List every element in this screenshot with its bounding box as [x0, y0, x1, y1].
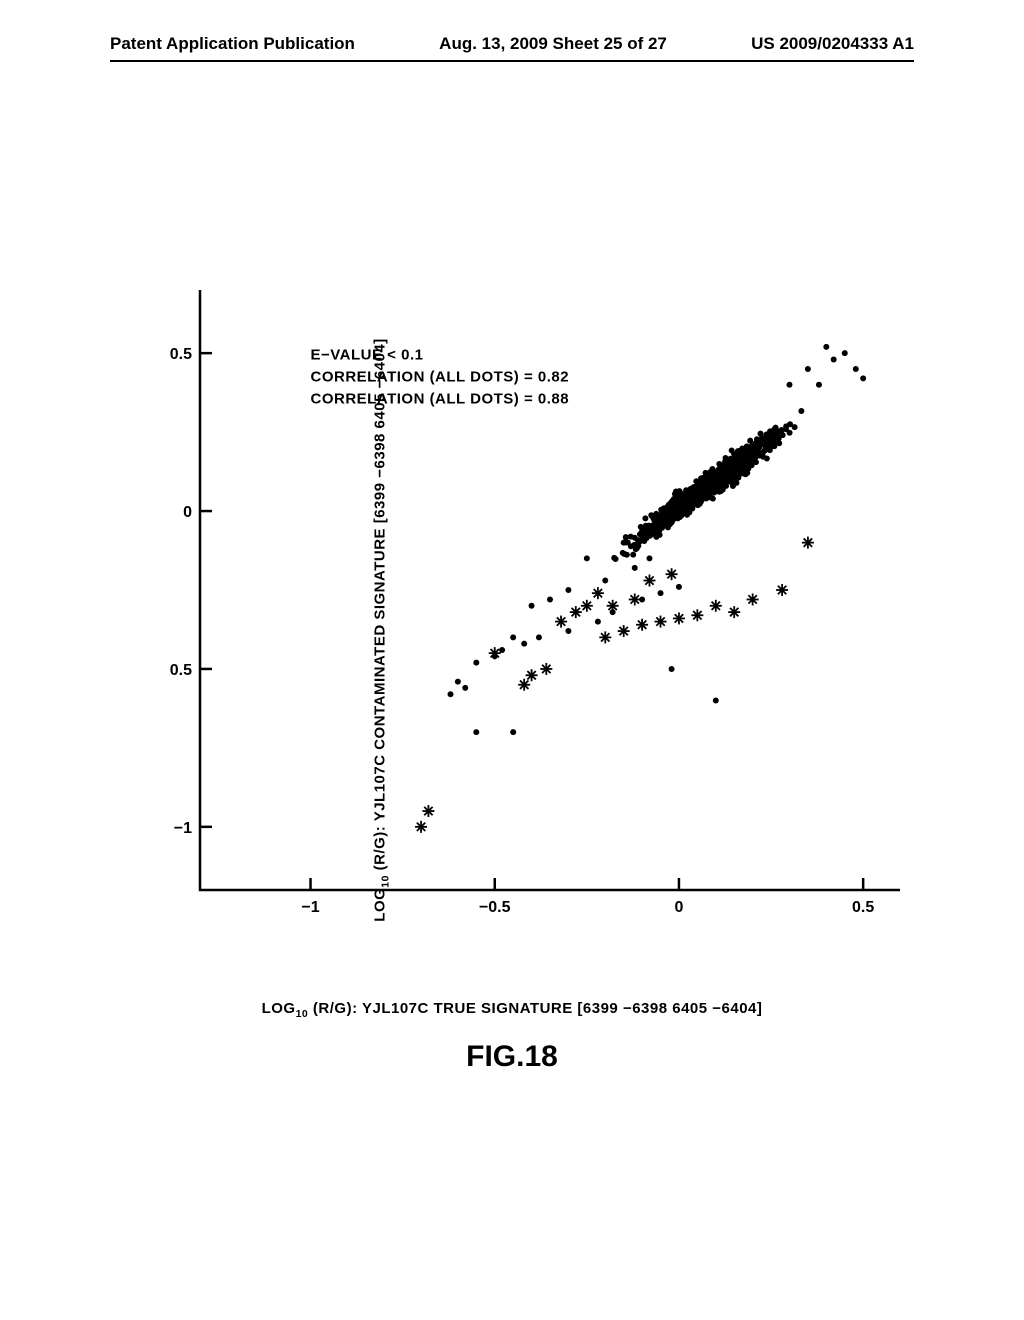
- svg-text:CORRELATION (ALL DOTS) = 0.82: CORRELATION (ALL DOTS) = 0.82: [311, 368, 570, 385]
- header-left: Patent Application Publication: [110, 34, 355, 54]
- scatter-plot: −1 −0.5 0 0.5 −1 −0.5 0 0.5 E−VALUE < 0.1 CORRELA…: [170, 280, 910, 920]
- svg-text:−1: −1: [174, 820, 192, 837]
- x-axis-label: LOG10 (R/G): YJL107C TRUE SIGNATURE [639…: [110, 1000, 914, 1020]
- xlabel-pre: LOG: [262, 1000, 296, 1017]
- svg-text:E−VALUE < 0.1: E−VALUE < 0.1: [311, 346, 424, 363]
- page-header: Patent Application Publication Aug. 13, …: [0, 34, 1024, 54]
- svg-text:0: 0: [674, 899, 683, 916]
- svg-text:−0.5: −0.5: [170, 662, 192, 679]
- figure-container: LOG10 (R/G): YJL107C CONTAMINATED SIGNAT…: [110, 280, 914, 980]
- svg-text:−1: −1: [301, 899, 319, 916]
- figure-caption: FIG.18: [0, 1040, 1024, 1074]
- svg-text:0.5: 0.5: [852, 899, 874, 916]
- svg-text:CORRELATION (ALL DOTS) = 0.88: CORRELATION (ALL DOTS) = 0.88: [311, 390, 570, 407]
- header-rule: [110, 60, 914, 62]
- header-center: Aug. 13, 2009 Sheet 25 of 27: [439, 34, 667, 54]
- header-right: US 2009/0204333 A1: [751, 34, 914, 54]
- svg-text:0: 0: [183, 504, 192, 521]
- svg-text:0.5: 0.5: [170, 346, 192, 363]
- xlabel-sub: 10: [296, 1008, 309, 1020]
- svg-text:−0.5: −0.5: [479, 899, 511, 916]
- xlabel-post: (R/G): YJL107C TRUE SIGNATURE [6399 −639…: [308, 1000, 762, 1017]
